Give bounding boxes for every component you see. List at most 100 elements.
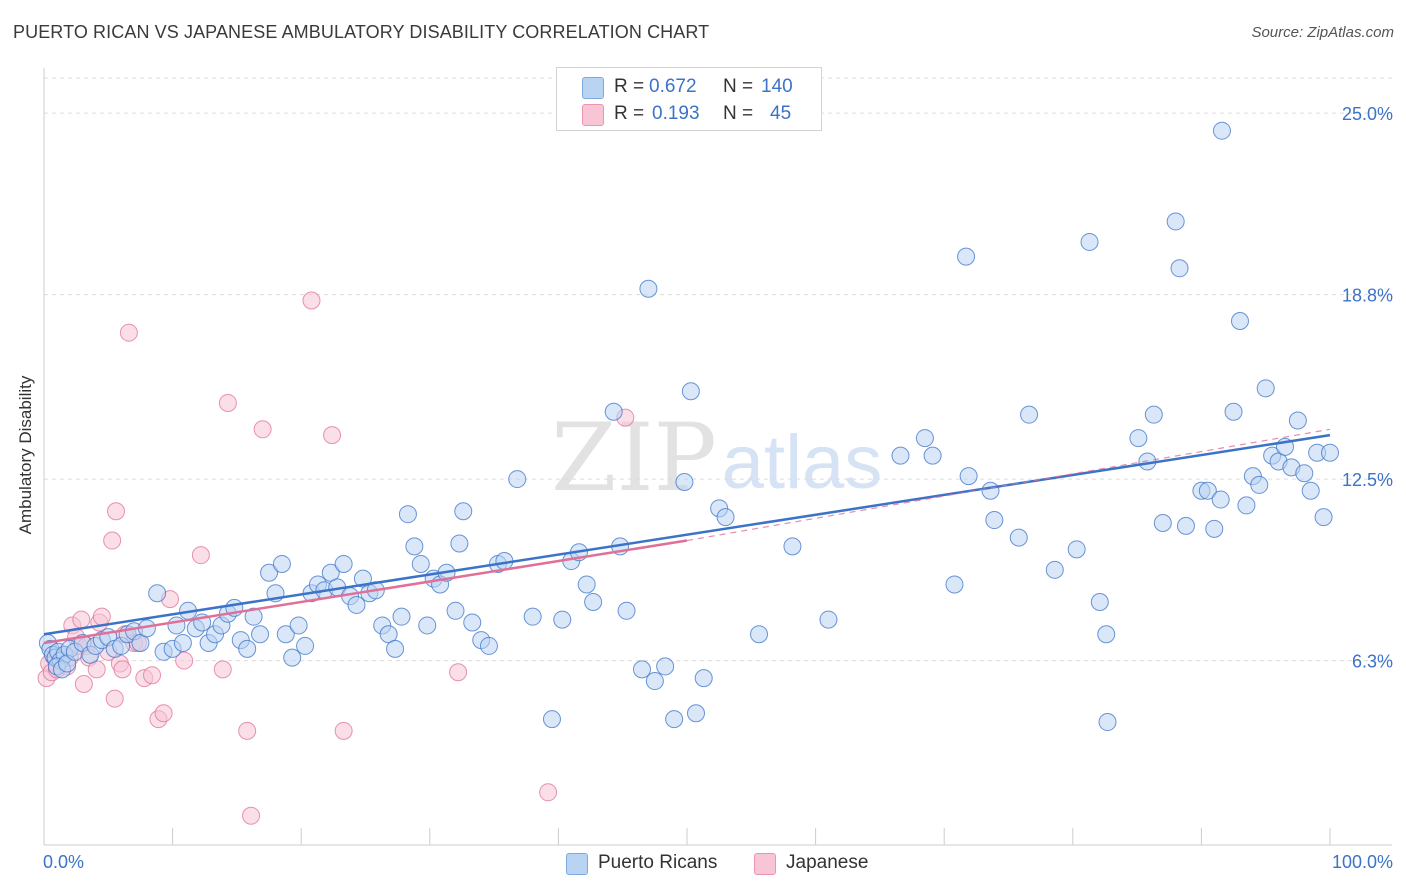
legend-swatch-pink — [754, 853, 776, 875]
japanese-point — [218, 393, 237, 412]
puerto-rican-point — [783, 537, 802, 556]
puerto-rican-point — [167, 616, 186, 635]
puerto-rican-point — [1314, 508, 1333, 527]
japanese-points — [37, 291, 635, 825]
puerto-rican-point — [1097, 625, 1116, 644]
puerto-rican-point — [1198, 481, 1217, 500]
puerto-rican-point — [681, 382, 700, 401]
puerto-rican-point — [405, 537, 424, 556]
japanese-point — [143, 666, 162, 685]
puerto-rican-point — [656, 657, 675, 676]
puerto-rican-point — [276, 625, 295, 644]
puerto-rican-point — [553, 610, 572, 629]
puerto-rican-point — [334, 554, 353, 573]
japanese-point — [74, 674, 93, 693]
puerto-rican-point — [1129, 429, 1148, 448]
puerto-rican-point — [1205, 519, 1224, 538]
japanese-point — [213, 660, 232, 679]
r-value: 0.672 — [649, 76, 697, 97]
japanese-point — [302, 291, 321, 310]
puerto-rican-point — [173, 634, 192, 653]
puerto-rican-point — [418, 616, 437, 635]
puerto-rican-point — [716, 508, 735, 527]
puerto-rican-point — [945, 575, 964, 594]
puerto-rican-point — [1212, 121, 1231, 140]
legend-label: Japanese — [786, 852, 869, 873]
puerto-rican-point — [819, 610, 838, 629]
x-tick-label-max: 100.0% — [1331, 852, 1393, 872]
y-tick-label: 6.3% — [1352, 652, 1393, 672]
japanese-point — [103, 531, 122, 550]
puerto-rican-point — [639, 279, 658, 298]
puerto-rican-point — [665, 710, 684, 729]
watermark: ZIP atlas — [551, 404, 882, 513]
puerto-rican-point — [584, 593, 603, 612]
axes — [43, 68, 1392, 846]
puerto-rican-point — [750, 625, 769, 644]
japanese-point — [154, 704, 173, 723]
puerto-rican-point — [1009, 528, 1028, 547]
puerto-rican-point — [891, 446, 910, 465]
puerto-rican-point — [1211, 490, 1230, 509]
puerto-rican-point — [283, 648, 302, 667]
puerto-rican-point — [446, 601, 465, 620]
legend-label: Puerto Ricans — [598, 852, 718, 873]
y-tick-labels: 6.3% 12.5% 18.8% 25.0% — [1342, 104, 1393, 671]
puerto-rican-point — [1090, 593, 1109, 612]
japanese-point — [253, 420, 272, 439]
n-value: 45 — [770, 103, 792, 124]
r-value: 0.193 — [652, 103, 700, 124]
n-label: N = — [723, 76, 754, 97]
puerto-rican-point — [1067, 540, 1086, 559]
puerto-rican-point — [959, 467, 978, 486]
puerto-rican-point — [1288, 411, 1307, 430]
n-value: 140 — [761, 76, 793, 97]
stats-swatch-blue — [582, 77, 604, 99]
japanese-point — [242, 806, 261, 825]
legend-swatch-blue — [566, 853, 588, 875]
puerto-rican-point — [632, 660, 651, 679]
japanese-point — [449, 663, 468, 682]
puerto-rican-point — [251, 625, 270, 644]
puerto-rican-point — [617, 601, 636, 620]
y-tick-label: 12.5% — [1342, 470, 1393, 490]
japanese-point — [238, 721, 257, 740]
puerto-rican-point — [1256, 379, 1275, 398]
y-tick-label: 25.0% — [1342, 104, 1393, 124]
puerto-rican-point — [694, 669, 713, 688]
puerto-rican-point — [508, 470, 527, 489]
x-tick-label-min: 0.0% — [43, 852, 85, 872]
puerto-rican-point — [1144, 405, 1163, 424]
watermark-zip: ZIP — [551, 404, 717, 513]
source-attribution: Source: ZipAtlas.com — [1251, 24, 1394, 41]
japanese-point — [191, 546, 210, 565]
japanese-point — [119, 323, 138, 342]
puerto-rican-point — [1230, 311, 1249, 330]
puerto-rican-trend-line — [43, 433, 1331, 636]
puerto-rican-point — [260, 563, 279, 582]
puerto-rican-point — [1295, 464, 1314, 483]
puerto-rican-point — [1224, 402, 1243, 421]
japanese-point — [175, 651, 194, 670]
japanese-point — [323, 426, 342, 445]
puerto-rican-point — [454, 502, 473, 521]
puerto-rican-point — [542, 710, 561, 729]
puerto-rican-point — [915, 429, 934, 448]
puerto-rican-point — [411, 554, 430, 573]
y-tick-label: 18.8% — [1342, 286, 1393, 306]
japanese-trend-extension — [686, 428, 1331, 542]
r-label: R = — [614, 76, 645, 97]
japanese-point — [72, 610, 91, 629]
puerto-rican-point — [450, 534, 469, 553]
r-label: R = — [614, 103, 645, 124]
puerto-rican-point — [604, 402, 623, 421]
puerto-rican-point — [687, 704, 706, 723]
puerto-rican-point — [985, 511, 1004, 530]
japanese-point — [334, 721, 353, 740]
stats-swatch-pink — [582, 104, 604, 126]
japanese-point — [113, 660, 132, 679]
puerto-rican-point — [398, 505, 417, 524]
puerto-rican-point — [957, 247, 976, 266]
puerto-rican-point — [347, 595, 366, 614]
